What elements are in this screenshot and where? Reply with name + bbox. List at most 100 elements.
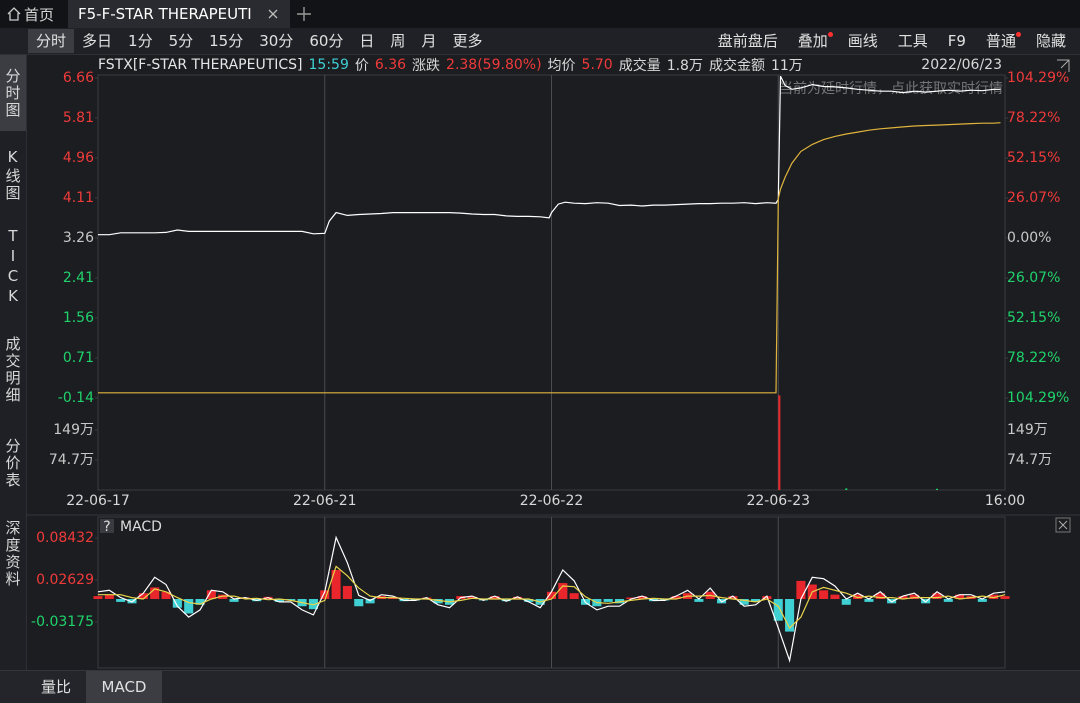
- bar: [955, 594, 965, 599]
- bar: [728, 596, 738, 599]
- y-tick-label: 0.08432: [36, 530, 94, 546]
- side-tab[interactable]: 成交明细: [3, 336, 22, 404]
- period-buttons: 分时 多日 1分 5分 15分 30分 60分日周月更多: [28, 28, 490, 54]
- period-button[interactable]: 30分: [259, 32, 294, 50]
- y2-tick-label: 26.07%: [1007, 270, 1060, 286]
- bar: [626, 597, 636, 599]
- period-button[interactable]: 月: [421, 32, 437, 50]
- bar: [989, 594, 999, 599]
- delay-notice[interactable]: 当前为延时行情，点此获取实时行情: [779, 80, 1003, 97]
- y-tick-label: 0.71: [63, 350, 94, 366]
- macd-help-box[interactable]: [100, 519, 114, 533]
- tool-button[interactable]: 叠加: [790, 29, 836, 53]
- series-line: [98, 75, 1001, 236]
- bar: [739, 599, 749, 605]
- y2-tick-label: 78.22%: [1007, 110, 1060, 126]
- period-button[interactable]: 多日: [82, 32, 113, 50]
- bar: [93, 596, 103, 599]
- bar: [116, 599, 126, 602]
- new-tab[interactable]: [296, 6, 312, 22]
- y-tick-label: 2.41: [63, 270, 94, 286]
- period-button[interactable]: 60分: [309, 32, 344, 50]
- vol-label: 成交量: [618, 58, 661, 74]
- bar: [773, 599, 783, 621]
- series-line: [98, 565, 1006, 629]
- bar: [150, 587, 160, 599]
- period-button[interactable]: 日: [359, 32, 375, 50]
- bar: [853, 594, 863, 599]
- series-line: [98, 122, 1001, 394]
- bar: [218, 594, 228, 599]
- quote-info: FSTX[F-STAR THERAPEUTICS] 15:59 价 6.36 涨…: [98, 55, 1004, 75]
- bar: [490, 596, 500, 599]
- bar: [864, 599, 874, 602]
- y2-tick-label: 104.29%: [1007, 70, 1069, 86]
- amount-label: 成交金额: [708, 58, 765, 74]
- indicator-tab[interactable]: 量比: [40, 678, 71, 696]
- expand-icon[interactable]: [1057, 59, 1070, 72]
- indicator-tabs: 量比 MACD: [0, 670, 1080, 703]
- period-button[interactable]: 分时: [28, 29, 75, 53]
- bar: [365, 599, 375, 604]
- bar: [935, 488, 938, 490]
- home-tab[interactable]: 首页: [0, 0, 68, 28]
- bar: [512, 596, 523, 599]
- y-tick-label: 4.96: [63, 150, 94, 166]
- price-label: 价: [354, 58, 369, 74]
- bar: [195, 599, 205, 605]
- y2-tick-label: 149万: [1007, 422, 1048, 438]
- x-tick-label: 22-06-21: [293, 493, 357, 509]
- badge-dot: [1015, 32, 1021, 37]
- period-button[interactable]: 5分: [168, 32, 194, 50]
- tool-button[interactable]: F9: [947, 32, 966, 50]
- tool-button[interactable]: 画线: [847, 32, 878, 50]
- bar: [342, 585, 352, 599]
- bar: [161, 591, 171, 599]
- tool-button[interactable]: 工具: [897, 32, 928, 50]
- y-tick-label: 6.66: [63, 70, 94, 86]
- active-tab[interactable]: F5-F-STAR THERAPEUTI: [68, 0, 290, 28]
- period-button[interactable]: 1分: [128, 32, 153, 50]
- bar: [796, 580, 806, 599]
- macd-close[interactable]: [1055, 517, 1071, 533]
- indicator-tab[interactable]: MACD: [86, 671, 162, 703]
- bar: [274, 599, 284, 602]
- bar: [671, 596, 681, 599]
- bar: [785, 599, 795, 632]
- bar: [172, 599, 182, 608]
- bar: [308, 599, 318, 610]
- y-tick-label: 1.56: [63, 310, 94, 326]
- toolbar: 分时 多日 1分 5分 15分 30分 60分日周月更多 盘前盘后 叠加 画线 工具 F9 普通 隐藏: [0, 28, 1080, 55]
- y-tick-label: 74.7万: [49, 452, 94, 468]
- close-tab[interactable]: [268, 9, 278, 19]
- bar: [546, 591, 557, 599]
- macd-title: MACD: [120, 519, 162, 535]
- bar: [388, 597, 398, 599]
- bar: [751, 599, 761, 602]
- period-button[interactable]: 周: [390, 32, 406, 50]
- bar: [558, 583, 568, 599]
- symbol: FSTX[F-STAR THERAPEUTICS]: [98, 57, 303, 73]
- tool-button[interactable]: 普通: [978, 29, 1024, 53]
- side-tab[interactable]: 分价表: [3, 437, 22, 489]
- y2-tick-label: 74.7万: [1007, 452, 1052, 468]
- bar: [410, 599, 420, 601]
- period-button[interactable]: 15分: [209, 32, 244, 50]
- side-tab[interactable]: 分时图: [0, 55, 26, 131]
- bar: [603, 599, 613, 602]
- side-tab[interactable]: K线图: [3, 148, 22, 202]
- tool-button[interactable]: 盘前盘后: [717, 32, 778, 50]
- y2-tick-label: 52.15%: [1007, 310, 1060, 326]
- period-button[interactable]: 更多: [452, 32, 483, 50]
- y-tick-label: 4.11: [63, 190, 94, 206]
- bar: [331, 570, 341, 599]
- x-tick-label: 22-06-17: [66, 493, 130, 509]
- bar: [184, 599, 194, 614]
- tool-button[interactable]: 隐藏: [1035, 32, 1066, 50]
- side-tab[interactable]: TICK: [4, 227, 22, 307]
- y-tick-label: 0.02629: [36, 572, 94, 588]
- bar: [637, 596, 647, 599]
- y2-tick-label: 104.29%: [1007, 390, 1069, 406]
- side-tab[interactable]: 深度资料: [3, 520, 22, 588]
